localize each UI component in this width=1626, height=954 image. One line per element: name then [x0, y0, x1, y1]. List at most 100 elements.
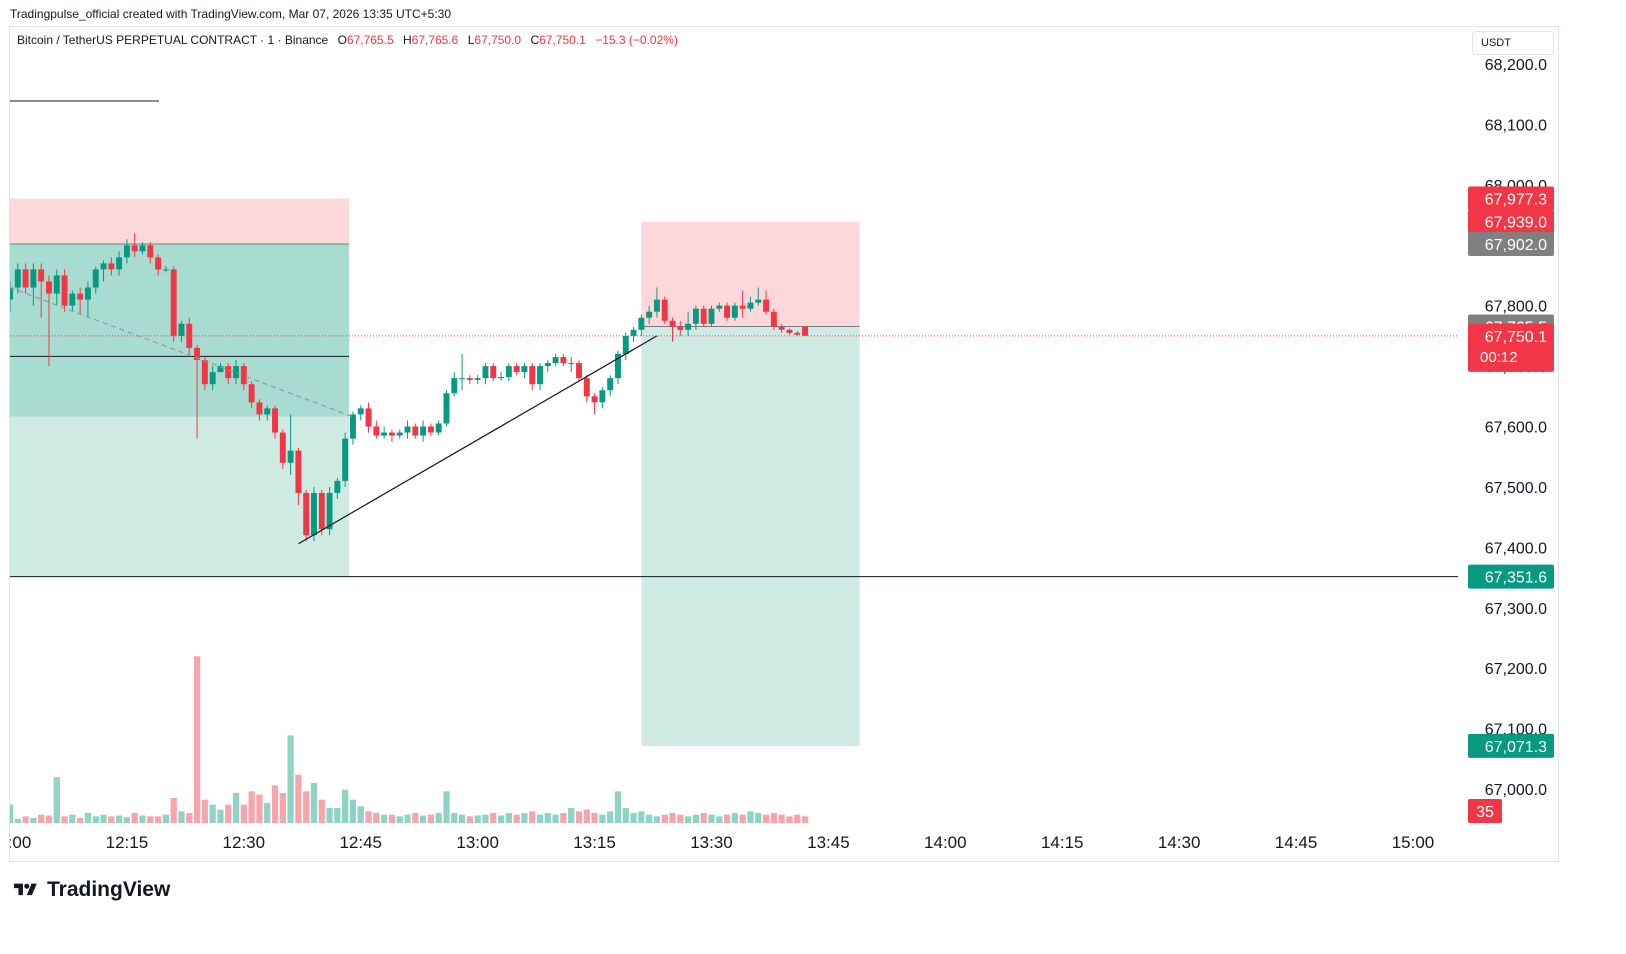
volume-bar	[342, 789, 349, 823]
candle	[607, 375, 614, 397]
price-tick-label: 67,800.0	[1485, 299, 1547, 316]
svg-text:67,750.1: 67,750.1	[1485, 329, 1547, 346]
price-label-badge[interactable]: 67,977.3	[1468, 186, 1554, 211]
candle	[69, 290, 76, 312]
candle	[194, 344, 201, 439]
candle	[653, 287, 660, 318]
candle	[466, 375, 473, 385]
candle	[786, 328, 793, 335]
candle	[630, 326, 637, 342]
candle	[342, 432, 349, 487]
volume-bar	[154, 816, 162, 823]
time-tick-label: 14:30	[1158, 833, 1201, 852]
candle	[139, 242, 146, 255]
candle	[778, 323, 785, 333]
candle	[92, 266, 99, 294]
trend-line[interactable]	[298, 335, 658, 545]
candle	[731, 302, 738, 321]
candle	[248, 381, 255, 409]
candle	[802, 326, 808, 336]
candle	[272, 405, 278, 439]
candle	[311, 486, 317, 542]
volume-bar	[178, 811, 185, 823]
price-label-badge[interactable]: 67,351.6	[1468, 564, 1554, 589]
volume-bar	[287, 735, 294, 823]
candle	[162, 266, 169, 273]
volume-bar	[388, 814, 396, 823]
position-tool-long[interactable]	[10, 198, 350, 577]
symbol-title[interactable]: Bitcoin / TetherUS PERPETUAL CONTRACT · …	[17, 33, 329, 47]
dashed-trend-line[interactable]	[10, 286, 354, 418]
candle	[147, 242, 154, 264]
candle	[568, 357, 575, 373]
volume-bar	[334, 808, 341, 823]
volume-bar	[240, 804, 247, 823]
volume-bar	[560, 813, 567, 823]
plot-area[interactable]	[7, 100, 1458, 823]
time-tick-label: 13:00	[456, 833, 499, 852]
open-label: O	[337, 33, 347, 47]
candle	[692, 305, 699, 330]
candle	[498, 372, 505, 381]
position-tool-short[interactable]	[641, 221, 860, 746]
candle	[287, 414, 294, 475]
volume-bar	[607, 811, 614, 823]
svg-text:67,071.3: 67,071.3	[1485, 739, 1547, 756]
candle	[770, 308, 777, 330]
price-tick-label: 67,600.0	[1485, 420, 1547, 437]
time-tick-label: 14:45	[1275, 833, 1318, 852]
time-tick-label: 14:00	[924, 833, 967, 852]
candle	[233, 360, 240, 385]
volume-label-badge: 35	[1468, 799, 1502, 823]
tradingview-logo[interactable]: TradingView	[10, 878, 170, 902]
volume-bar	[108, 816, 115, 823]
candle	[318, 489, 325, 536]
candle	[61, 269, 68, 312]
volume-bar	[684, 816, 692, 823]
candle	[38, 263, 45, 318]
candle	[474, 375, 481, 385]
candle	[755, 287, 762, 306]
volume-bar	[731, 813, 739, 823]
candle	[443, 390, 450, 427]
volume-bar	[747, 811, 754, 823]
candle	[155, 254, 162, 276]
candle	[669, 317, 676, 342]
time-tick-label: 13:45	[807, 833, 850, 852]
volume-bar	[193, 656, 201, 823]
svg-text:67,939.0: 67,939.0	[1485, 215, 1547, 232]
volume-bar	[162, 814, 170, 823]
candle	[794, 331, 801, 336]
change-value: −15.3 (−0.02%)	[595, 33, 678, 47]
price-label-badge[interactable]: 67,750.1 00:12	[1468, 323, 1554, 372]
candle	[373, 420, 380, 439]
volume-bar	[123, 817, 131, 823]
volume-bar	[794, 814, 801, 823]
candle	[560, 354, 567, 367]
candle	[763, 290, 770, 315]
volume-bar	[225, 804, 232, 823]
price-label-badge[interactable]: 67,071.3	[1468, 733, 1554, 758]
volume-bar	[536, 814, 544, 823]
time-axis[interactable]: 12:00 12:15 12:30 12:45 13:00 13:15 13:30 13:45…	[0, 833, 1434, 852]
svg-text:67,351.6: 67,351.6	[1485, 570, 1547, 587]
candle	[381, 426, 388, 439]
price-axis[interactable]: 68,200.068,100.068,000.067,900.067,800.0…	[1468, 57, 1554, 823]
candle	[427, 423, 434, 436]
volume-bar	[692, 814, 700, 823]
candle-series	[10, 233, 808, 542]
currency-selector[interactable]: USDT	[1472, 31, 1554, 55]
price-label-badge[interactable]: 67,902.0	[1468, 232, 1554, 257]
volume-bar	[279, 793, 286, 823]
volume-bar	[69, 814, 76, 823]
candle	[646, 305, 653, 324]
candle	[615, 350, 621, 385]
volume-bar	[505, 813, 512, 823]
price-label-badge[interactable]: 67,939.0	[1468, 209, 1554, 234]
volume-bar	[139, 815, 146, 823]
volume-bar	[723, 814, 731, 823]
volume-bar	[295, 774, 302, 823]
candle	[739, 290, 746, 318]
volume-bar	[622, 808, 629, 823]
